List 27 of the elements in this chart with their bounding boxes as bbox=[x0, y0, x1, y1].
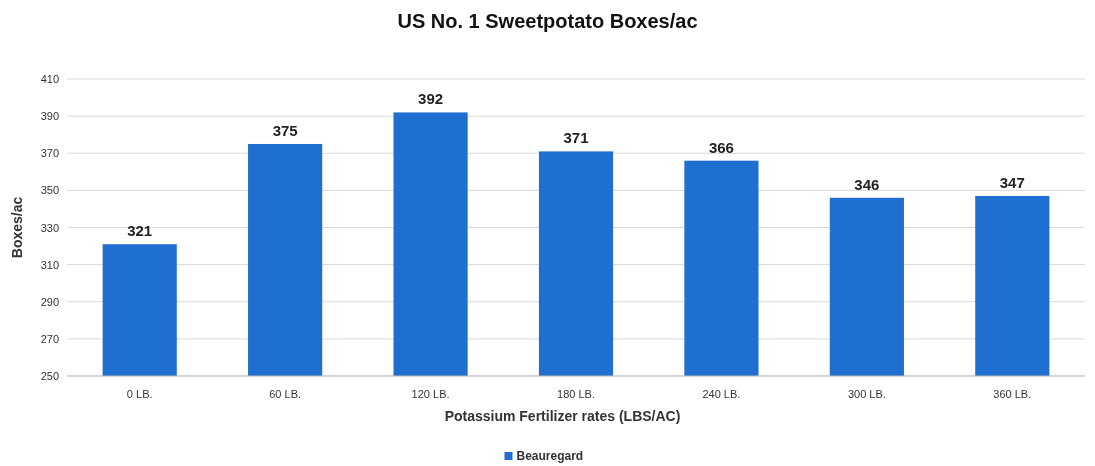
x-tick-label: 300 LB. bbox=[847, 388, 886, 400]
data-label: 321 bbox=[127, 222, 153, 240]
y-tick-label: 270 bbox=[40, 332, 59, 345]
y-tick-label: 310 bbox=[40, 258, 59, 271]
y-tick-label: 370 bbox=[40, 147, 59, 160]
x-tick-label: 60 LB. bbox=[269, 388, 302, 400]
data-label: 347 bbox=[999, 173, 1025, 191]
data-label: 366 bbox=[708, 138, 734, 156]
y-axis-title: Boxes/ac bbox=[9, 196, 25, 259]
x-tick-label: 120 LB. bbox=[411, 388, 450, 400]
y-tick-label: 330 bbox=[40, 221, 59, 234]
legend-label: Beauregard bbox=[516, 449, 584, 463]
data-label: 346 bbox=[854, 175, 880, 193]
chart-title: US No. 1 Sweetpotato Boxes/ac bbox=[397, 10, 698, 32]
data-label: 392 bbox=[418, 90, 444, 108]
y-tick-label: 250 bbox=[40, 370, 59, 382]
y-tick-label: 410 bbox=[40, 73, 59, 85]
x-tick-label: 0 LB. bbox=[126, 388, 153, 400]
x-tick-label: 240 LB. bbox=[702, 388, 741, 400]
x-axis-title: Potassium Fertilizer rates (LBS/AC) bbox=[444, 408, 681, 424]
y-tick-label: 290 bbox=[40, 295, 59, 308]
data-label: 375 bbox=[272, 121, 298, 139]
y-tick-label: 350 bbox=[40, 184, 59, 197]
x-tick-label: 360 LB. bbox=[993, 388, 1032, 400]
data-label: 371 bbox=[563, 129, 589, 147]
y-tick-label: 390 bbox=[40, 110, 59, 123]
x-tick-label: 180 LB. bbox=[557, 388, 595, 400]
